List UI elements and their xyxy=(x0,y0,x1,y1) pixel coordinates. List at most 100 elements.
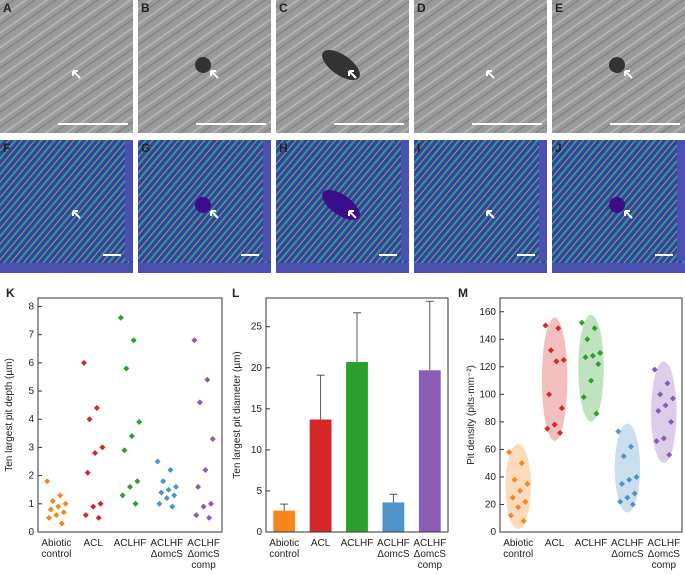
y-tick-label: 10 xyxy=(251,445,263,456)
arrow xyxy=(72,210,81,219)
point xyxy=(202,466,209,473)
point xyxy=(629,501,636,508)
point xyxy=(551,421,558,428)
point xyxy=(93,404,100,411)
point xyxy=(555,325,562,332)
point xyxy=(156,500,163,507)
point xyxy=(97,500,104,507)
point xyxy=(506,449,513,456)
y-tick-label: 140 xyxy=(479,334,496,345)
point xyxy=(200,503,207,510)
bottom-profile xyxy=(276,263,409,273)
point xyxy=(62,500,69,507)
y-tick-label: 7 xyxy=(28,330,34,341)
panel-letter: D xyxy=(417,1,426,15)
point xyxy=(84,469,91,476)
point xyxy=(196,399,203,406)
arrow xyxy=(72,70,81,79)
point xyxy=(81,359,87,366)
point xyxy=(578,319,585,326)
micrograph xyxy=(414,0,547,133)
point xyxy=(591,325,598,332)
point xyxy=(90,503,97,510)
point xyxy=(167,466,174,473)
bar xyxy=(382,502,405,532)
point xyxy=(119,492,126,499)
bar xyxy=(346,362,368,532)
point xyxy=(49,497,56,504)
point xyxy=(584,336,591,343)
side-profile xyxy=(401,140,409,261)
point xyxy=(597,350,604,357)
point xyxy=(617,498,624,505)
arrow xyxy=(486,70,495,79)
point xyxy=(60,509,67,516)
side-profile xyxy=(263,140,271,261)
point xyxy=(92,450,99,457)
x-tick-label: ACLHF ΔomcS comp xyxy=(413,538,446,571)
bottom-profile xyxy=(0,263,133,273)
y-tick-label: 8 xyxy=(28,301,34,312)
arrow xyxy=(210,210,219,219)
point xyxy=(207,500,214,507)
y-tick-label: 20 xyxy=(485,499,497,510)
bottom-profile xyxy=(138,263,271,273)
y-tick-label: 100 xyxy=(479,389,496,400)
point xyxy=(191,337,198,344)
point xyxy=(46,514,53,521)
y-tick-label: 120 xyxy=(479,362,496,373)
point xyxy=(588,377,594,384)
bar xyxy=(418,370,441,532)
micrograph xyxy=(414,140,547,273)
panel-letter: L xyxy=(232,286,239,300)
point xyxy=(47,506,54,513)
point xyxy=(165,486,172,493)
micrograph xyxy=(0,0,133,133)
point xyxy=(666,451,673,458)
bar xyxy=(273,510,296,532)
point xyxy=(95,514,102,521)
point xyxy=(595,361,602,368)
point xyxy=(633,473,640,480)
arrow xyxy=(486,210,495,219)
group-ellipse xyxy=(505,444,531,529)
point xyxy=(99,444,106,451)
point xyxy=(121,447,128,454)
point xyxy=(631,490,638,497)
point xyxy=(662,402,669,409)
point xyxy=(517,487,524,494)
x-tick-label: ACLHF xyxy=(114,538,147,549)
y-tick-label: 6 xyxy=(28,358,34,369)
point xyxy=(582,354,589,361)
point xyxy=(520,517,527,524)
point xyxy=(507,512,514,519)
point xyxy=(547,347,554,354)
point xyxy=(128,433,135,440)
point xyxy=(589,352,596,359)
y-tick-label: 25 xyxy=(251,322,263,333)
point xyxy=(209,435,216,442)
point xyxy=(163,495,170,502)
side-profile xyxy=(125,140,133,261)
x-tick-label: ACL xyxy=(311,538,331,549)
x-tick-label: ACLHF ΔomcS xyxy=(377,538,410,560)
pit xyxy=(195,197,211,213)
point xyxy=(518,460,525,467)
y-tick-label: 80 xyxy=(485,417,497,428)
x-tick-label: ACL xyxy=(545,538,565,549)
x-tick-label: ACLHF ΔomcS comp xyxy=(647,538,680,571)
y-tick-label: 5 xyxy=(256,486,262,497)
point xyxy=(664,380,671,387)
point xyxy=(117,314,124,321)
point xyxy=(158,489,165,496)
point xyxy=(628,443,635,450)
y-tick-label: 15 xyxy=(251,404,263,415)
plot-frame xyxy=(265,297,449,533)
point xyxy=(624,494,631,501)
y-tick-label: 1 xyxy=(28,499,34,510)
group-ellipse xyxy=(614,423,641,513)
panel-letter: J xyxy=(555,141,562,155)
x-tick-label: Abiotic control xyxy=(41,538,71,560)
arrow xyxy=(624,70,633,79)
